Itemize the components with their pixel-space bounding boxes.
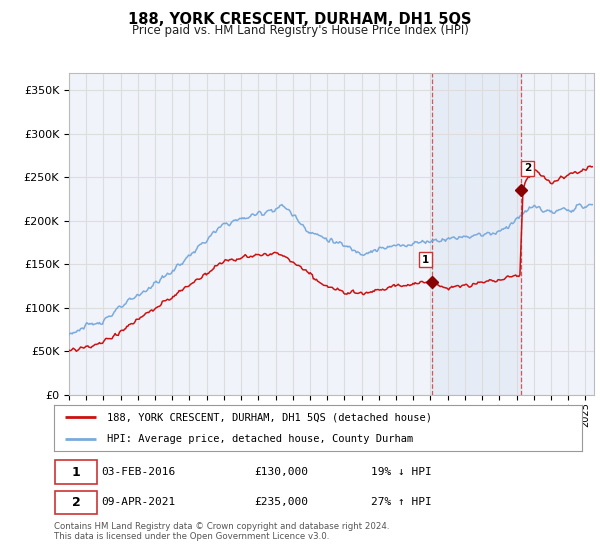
Text: £130,000: £130,000 <box>254 467 308 477</box>
Text: £235,000: £235,000 <box>254 497 308 507</box>
Text: 1: 1 <box>72 465 80 479</box>
Text: 2: 2 <box>524 163 531 173</box>
Text: 19% ↓ HPI: 19% ↓ HPI <box>371 467 431 477</box>
Text: Contains HM Land Registry data © Crown copyright and database right 2024.
This d: Contains HM Land Registry data © Crown c… <box>54 522 389 542</box>
Text: 188, YORK CRESCENT, DURHAM, DH1 5QS (detached house): 188, YORK CRESCENT, DURHAM, DH1 5QS (det… <box>107 412 432 422</box>
Bar <box>432 73 521 395</box>
Text: 188, YORK CRESCENT, DURHAM, DH1 5QS: 188, YORK CRESCENT, DURHAM, DH1 5QS <box>128 12 472 27</box>
Text: HPI: Average price, detached house, County Durham: HPI: Average price, detached house, Coun… <box>107 435 413 444</box>
Text: 03-FEB-2016: 03-FEB-2016 <box>101 467 176 477</box>
FancyBboxPatch shape <box>55 491 97 514</box>
Text: 27% ↑ HPI: 27% ↑ HPI <box>371 497 431 507</box>
Text: Price paid vs. HM Land Registry's House Price Index (HPI): Price paid vs. HM Land Registry's House … <box>131 24 469 37</box>
FancyBboxPatch shape <box>55 460 97 484</box>
Text: 09-APR-2021: 09-APR-2021 <box>101 497 176 507</box>
Text: 2: 2 <box>72 496 80 509</box>
Text: 1: 1 <box>422 254 429 264</box>
